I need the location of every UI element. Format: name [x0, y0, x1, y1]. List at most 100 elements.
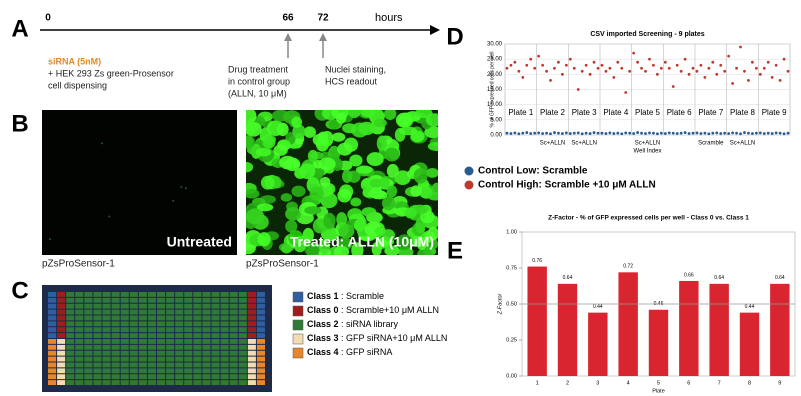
cell — [279, 155, 297, 170]
cell — [373, 118, 387, 128]
well — [48, 362, 57, 368]
well — [48, 374, 57, 380]
data-point — [691, 66, 695, 70]
data-point — [557, 60, 560, 64]
well — [220, 309, 229, 315]
data-point — [659, 131, 663, 135]
data-point — [683, 131, 687, 134]
class-desc: : Scramble+10 μM ALLN — [339, 305, 439, 315]
legend-entry: Class 4 : GFP siRNA — [307, 347, 392, 357]
well — [238, 362, 247, 368]
y-tick-label: 0.25 — [506, 337, 517, 343]
cell — [369, 178, 383, 188]
data-point — [675, 132, 679, 135]
data-point — [652, 131, 655, 135]
well — [184, 321, 193, 327]
well — [75, 333, 84, 338]
cell — [337, 142, 353, 156]
cell — [246, 135, 253, 148]
well — [211, 327, 220, 333]
plate-label: Plate 6 — [667, 108, 692, 117]
timeline-mark: 0 — [45, 13, 51, 24]
well — [111, 368, 120, 374]
data-point — [786, 69, 790, 73]
data-point — [750, 60, 754, 64]
well — [102, 315, 111, 321]
image-overlay: Treated: ALLN (10μM) — [290, 234, 434, 250]
well — [120, 356, 129, 362]
well — [229, 380, 238, 385]
data-point — [735, 66, 738, 70]
well — [57, 350, 66, 356]
well — [166, 292, 175, 297]
event-text: Nuclei staining, — [325, 64, 386, 74]
well — [202, 374, 211, 380]
x-tick-label: 7 — [718, 380, 721, 386]
well — [157, 339, 166, 344]
well — [93, 344, 102, 350]
faint-cell — [101, 142, 104, 145]
well — [193, 356, 202, 362]
cell — [257, 232, 271, 247]
well — [238, 309, 247, 315]
well — [256, 292, 265, 297]
class-desc: : GFP siRNA — [339, 347, 393, 357]
well — [175, 333, 184, 338]
well — [102, 380, 111, 385]
well — [166, 315, 175, 321]
well — [229, 292, 238, 297]
cell — [304, 206, 322, 215]
legend-marker — [464, 180, 474, 190]
cell — [425, 168, 438, 178]
well — [129, 309, 138, 315]
data-point — [596, 66, 600, 70]
bar-value-label: 0.64 — [775, 275, 785, 281]
plate-label: Plate 2 — [540, 108, 565, 117]
data-point — [770, 132, 774, 135]
cell — [318, 157, 336, 171]
data-point — [663, 132, 667, 135]
well — [256, 315, 265, 321]
well — [247, 344, 256, 350]
well — [256, 344, 265, 350]
well — [202, 315, 211, 321]
timeline-mark: 66 — [282, 13, 294, 24]
x-axis-label: Plate — [652, 388, 665, 394]
well — [238, 368, 247, 374]
cell — [370, 190, 388, 200]
well — [102, 309, 111, 315]
well — [256, 368, 265, 374]
data-point — [766, 131, 770, 135]
well — [229, 297, 238, 303]
well — [102, 344, 111, 350]
cell — [376, 135, 387, 152]
well — [93, 339, 102, 344]
cell — [358, 121, 376, 136]
well — [102, 368, 111, 374]
well — [84, 356, 93, 362]
well — [93, 315, 102, 321]
data-point — [644, 69, 647, 73]
data-point — [695, 69, 699, 73]
well — [138, 303, 147, 309]
y-tick-label: 0.00 — [506, 373, 517, 379]
data-point — [782, 132, 786, 136]
data-point — [778, 79, 782, 82]
data-point — [572, 66, 576, 70]
data-point — [616, 131, 620, 135]
well — [247, 374, 256, 380]
data-point — [612, 132, 616, 135]
cell — [416, 235, 427, 251]
cell — [384, 147, 400, 162]
well — [166, 321, 175, 327]
data-point — [762, 66, 766, 70]
data-point — [659, 66, 663, 70]
well — [220, 374, 229, 380]
well — [157, 321, 166, 327]
data-point — [580, 69, 584, 73]
well — [48, 292, 57, 297]
well — [66, 333, 75, 338]
well — [211, 339, 220, 344]
well — [147, 321, 156, 327]
